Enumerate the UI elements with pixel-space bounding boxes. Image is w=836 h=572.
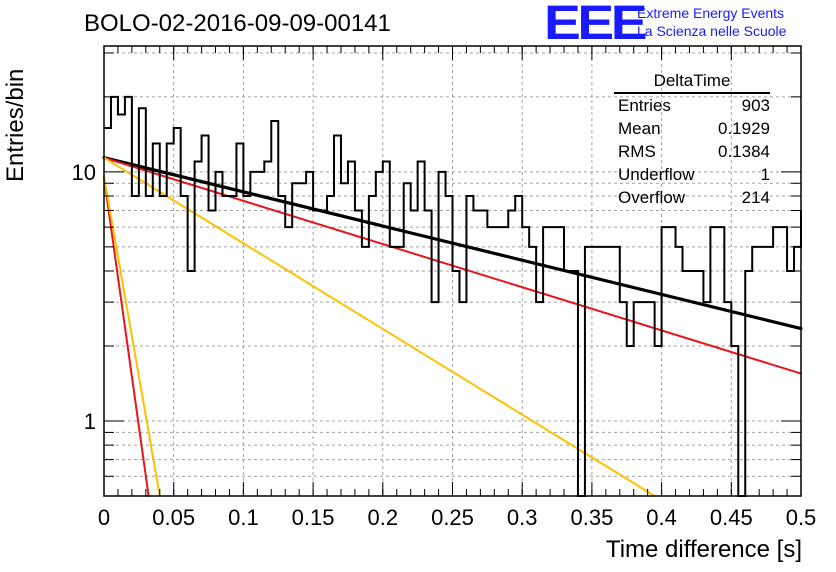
stats-row-rms: RMS 0.1384 (610, 140, 780, 163)
histogram (104, 95, 802, 497)
stats-box: DeltaTime Entries 903 Mean 0.1929 RMS 0.138… (610, 70, 780, 209)
x-tick-label: 0.3 (507, 505, 538, 530)
stats-box-title: DeltaTime (614, 70, 770, 94)
x-tick-label: 0.5 (786, 505, 817, 530)
histogram-step-line (104, 95, 802, 497)
x-tick-label: 0.25 (431, 505, 474, 530)
stats-value: 1 (760, 165, 770, 184)
stats-value: 214 (741, 188, 770, 207)
y-tick-label: 10 (72, 160, 96, 185)
x-tick-label: 0.45 (710, 505, 753, 530)
tick-labels: 0 0.05 0.1 0.15 0.2 0.25 0.3 0.35 0.4 0.45 0.5 1 10 (72, 160, 817, 530)
eee-logo: EEE (544, 0, 648, 50)
stats-label: Overflow (618, 188, 686, 207)
stats-row-overflow: Overflow 214 (610, 186, 780, 209)
y-tick-label: 1 (84, 409, 96, 434)
stats-value: 0.1929 (718, 119, 770, 138)
x-tick-label: 0.15 (292, 505, 335, 530)
logo-caption-line2: La Scienza nelle Scuole (637, 23, 787, 39)
stats-row-underflow: Underflow 1 (610, 163, 780, 186)
axis-ticks (103, 46, 802, 497)
x-tick-label: 0.1 (228, 505, 259, 530)
x-tick-label: 0 (98, 505, 110, 530)
fit-line (103, 176, 150, 497)
x-tick-label: 0.35 (570, 505, 613, 530)
x-tick-label: 0.05 (152, 505, 195, 530)
grid-lines (104, 46, 801, 496)
stats-label: RMS (618, 142, 656, 161)
x-tick-label: 0.4 (646, 505, 677, 530)
x-tick-label: 0.2 (368, 505, 399, 530)
stats-label: Mean (618, 119, 661, 138)
stats-row-mean: Mean 0.1929 (610, 117, 780, 140)
stats-label: Entries (618, 96, 671, 115)
fit-line (103, 175, 161, 497)
x-axis-label: Time difference [s] (605, 536, 802, 563)
logo-caption: Extreme Energy Events La Scienza nelle S… (637, 4, 786, 40)
chart-title: BOLO-02-2016-09-09-00141 (84, 10, 391, 37)
stats-row-entries: Entries 903 (610, 94, 780, 117)
y-axis-label: Entries/bin (2, 68, 29, 182)
logo-caption-line1: Extreme Energy Events (637, 5, 785, 21)
fit-line (103, 156, 656, 497)
stats-value: 0.1384 (718, 142, 770, 161)
stats-value: 903 (741, 96, 770, 115)
stats-label: Underflow (618, 165, 695, 184)
